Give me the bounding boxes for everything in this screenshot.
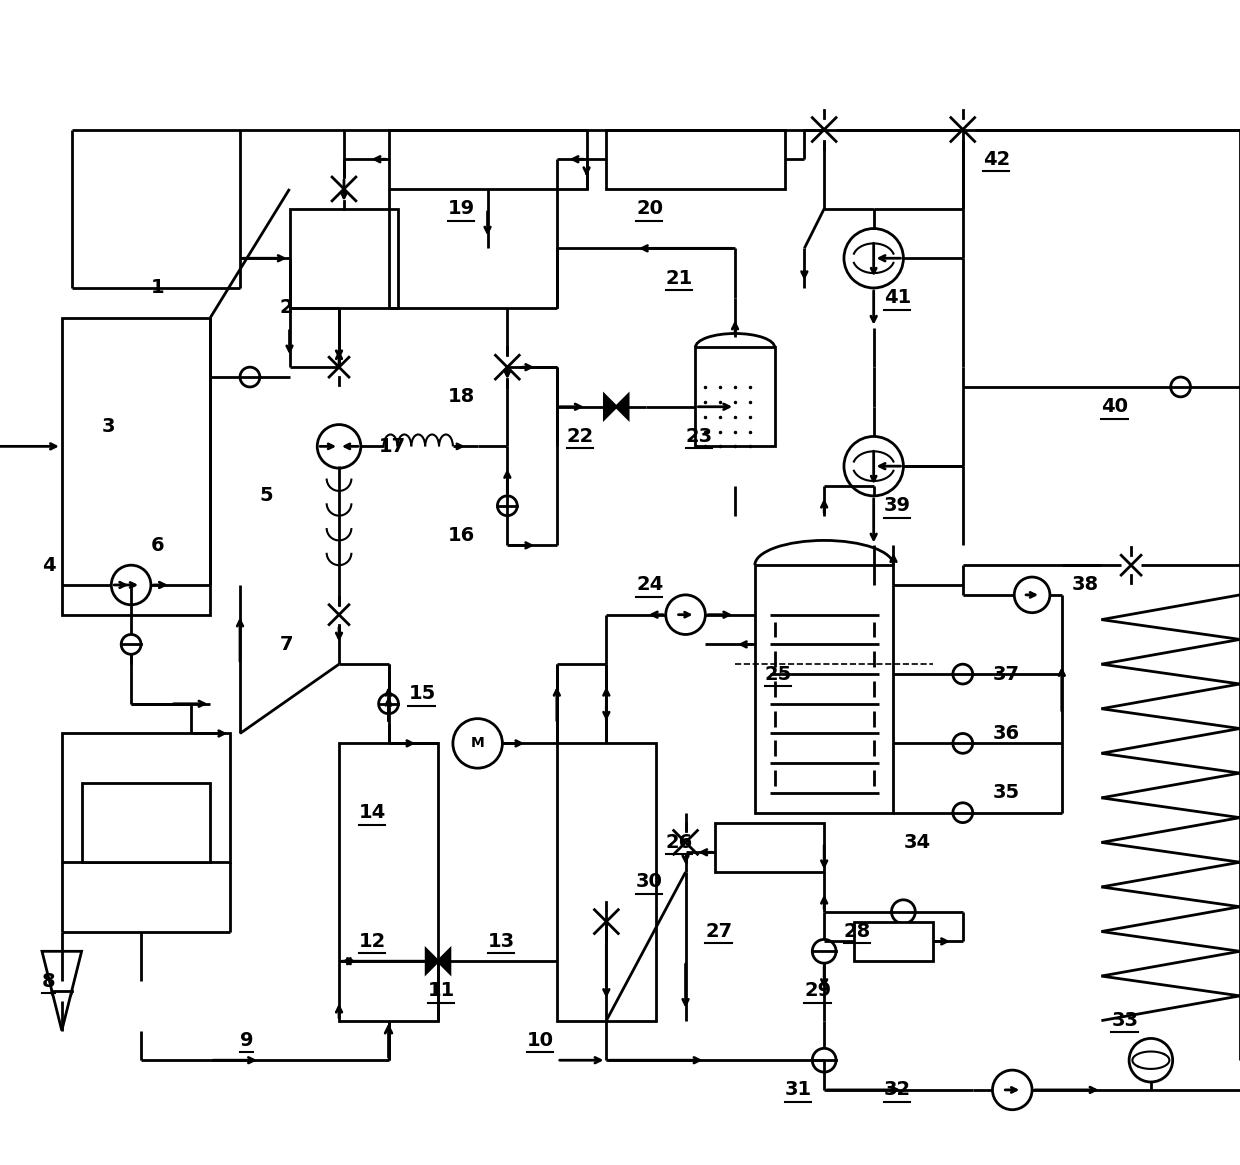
Bar — [606, 129, 785, 189]
Circle shape — [666, 595, 706, 635]
Text: 40: 40 — [1101, 397, 1128, 416]
Circle shape — [1014, 577, 1050, 613]
Bar — [82, 783, 211, 862]
Circle shape — [1171, 377, 1190, 397]
Text: 11: 11 — [428, 981, 455, 1001]
Bar — [388, 129, 587, 189]
Circle shape — [812, 939, 836, 963]
Text: 16: 16 — [448, 525, 475, 545]
Circle shape — [112, 565, 151, 605]
Bar — [696, 347, 775, 446]
Circle shape — [844, 437, 904, 496]
Text: 31: 31 — [785, 1080, 812, 1100]
Bar — [755, 565, 894, 813]
Text: 28: 28 — [844, 922, 872, 941]
Text: 18: 18 — [448, 387, 475, 407]
Bar — [62, 318, 211, 615]
Text: 26: 26 — [666, 833, 693, 852]
Text: 6: 6 — [151, 536, 165, 555]
Polygon shape — [427, 949, 438, 973]
Text: 12: 12 — [358, 932, 386, 951]
Text: 19: 19 — [448, 199, 475, 218]
Text: 22: 22 — [567, 426, 594, 446]
Circle shape — [892, 899, 915, 924]
Text: 25: 25 — [765, 664, 792, 684]
Polygon shape — [616, 395, 629, 418]
Text: 4: 4 — [42, 556, 56, 574]
Circle shape — [52, 981, 72, 1001]
Text: 35: 35 — [992, 783, 1019, 803]
Text: 39: 39 — [884, 496, 910, 515]
Bar — [715, 822, 825, 873]
Text: 17: 17 — [378, 437, 405, 456]
Text: 7: 7 — [280, 635, 293, 654]
Polygon shape — [604, 395, 616, 418]
Bar — [62, 734, 231, 862]
Circle shape — [378, 694, 398, 714]
Circle shape — [241, 367, 260, 387]
Text: 2: 2 — [280, 298, 293, 317]
Text: 8: 8 — [42, 972, 56, 990]
Text: 23: 23 — [686, 426, 713, 446]
Text: 32: 32 — [884, 1080, 910, 1100]
Bar — [289, 209, 398, 308]
Circle shape — [453, 719, 502, 768]
Circle shape — [497, 496, 517, 516]
Text: 38: 38 — [1071, 576, 1099, 594]
Circle shape — [952, 803, 972, 822]
Text: 14: 14 — [358, 803, 386, 822]
Text: 41: 41 — [884, 289, 911, 308]
Text: 34: 34 — [904, 833, 930, 852]
Text: 9: 9 — [241, 1031, 253, 1050]
Text: 3: 3 — [102, 417, 115, 436]
Text: 27: 27 — [706, 922, 733, 941]
Bar — [339, 743, 438, 1021]
Text: M: M — [471, 736, 485, 750]
Text: 37: 37 — [992, 664, 1019, 684]
Text: 33: 33 — [1111, 1011, 1138, 1030]
Circle shape — [317, 424, 361, 468]
Text: 1: 1 — [151, 278, 165, 297]
Text: 10: 10 — [527, 1031, 554, 1050]
Text: 42: 42 — [982, 150, 1009, 169]
Circle shape — [992, 1071, 1032, 1110]
Text: 36: 36 — [992, 723, 1019, 743]
Circle shape — [122, 635, 141, 655]
Polygon shape — [42, 952, 82, 1031]
Circle shape — [952, 664, 972, 684]
Bar — [557, 743, 656, 1021]
Circle shape — [1130, 1038, 1173, 1082]
Text: 5: 5 — [260, 486, 274, 506]
Text: 29: 29 — [805, 981, 832, 1001]
Text: 20: 20 — [636, 199, 663, 218]
Circle shape — [844, 228, 904, 288]
Text: 24: 24 — [636, 576, 663, 594]
Circle shape — [812, 1048, 836, 1072]
Text: 15: 15 — [408, 684, 435, 704]
Text: 21: 21 — [666, 269, 693, 288]
Text: 30: 30 — [636, 873, 663, 891]
Polygon shape — [438, 949, 450, 973]
Circle shape — [952, 734, 972, 754]
Text: 13: 13 — [487, 932, 515, 951]
Bar — [854, 922, 932, 961]
